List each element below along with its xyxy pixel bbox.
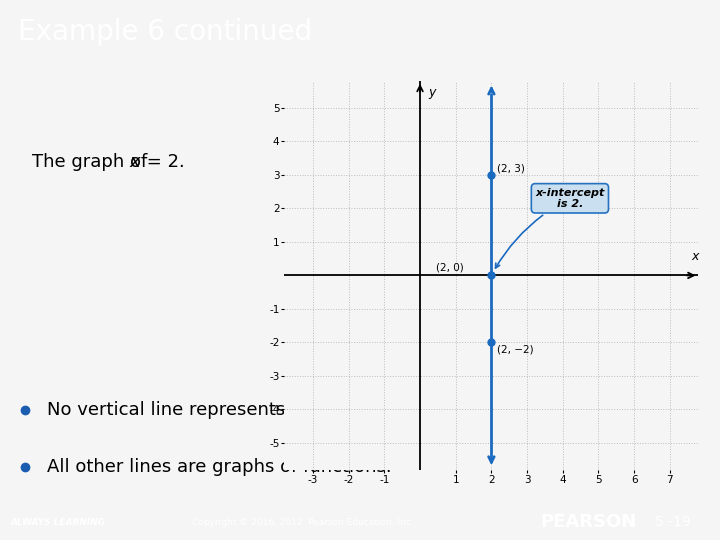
Text: Example 6 continued: Example 6 continued bbox=[18, 18, 312, 46]
Text: x: x bbox=[130, 153, 140, 171]
Text: ALWAYS LEARNING: ALWAYS LEARNING bbox=[11, 518, 106, 527]
Text: (2, 3): (2, 3) bbox=[497, 163, 525, 173]
Text: PEARSON: PEARSON bbox=[540, 514, 636, 531]
Text: (2, 0): (2, 0) bbox=[436, 263, 464, 273]
Text: (2, −2): (2, −2) bbox=[497, 344, 534, 354]
Text: x-intercept
is 2.: x-intercept is 2. bbox=[495, 187, 605, 268]
Text: All other lines are graphs of functions.: All other lines are graphs of functions. bbox=[47, 458, 392, 476]
Text: = 2.: = 2. bbox=[141, 153, 185, 171]
Text: y: y bbox=[428, 86, 436, 99]
Text: x: x bbox=[691, 249, 698, 262]
Text: Copyright © 2016, 2012  Pearson Education, Inc.: Copyright © 2016, 2012 Pearson Education… bbox=[192, 518, 413, 527]
Text: 5 -19: 5 -19 bbox=[655, 516, 691, 529]
Text: The graph of: The graph of bbox=[32, 153, 153, 171]
Text: No vertical line represents a linear function.: No vertical line represents a linear fun… bbox=[47, 401, 444, 419]
